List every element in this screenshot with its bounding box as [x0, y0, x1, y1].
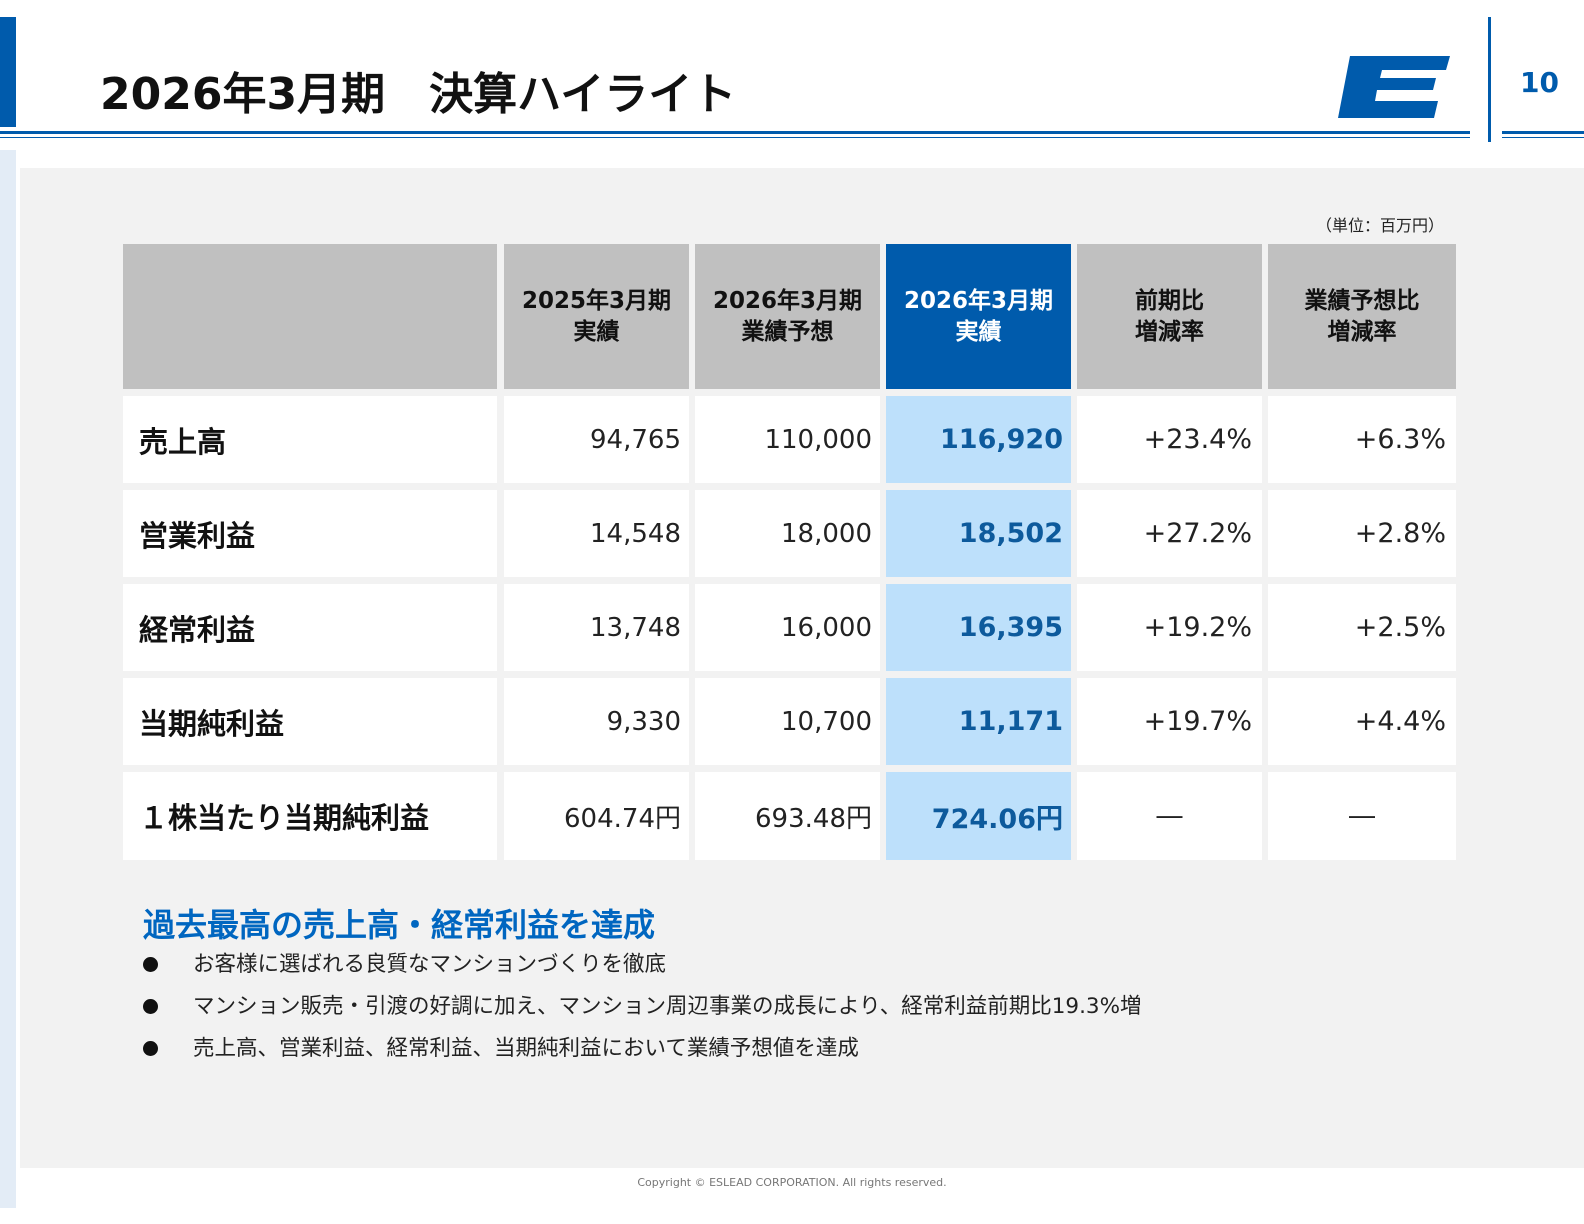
cell-prev: 604.74円: [504, 772, 689, 860]
table-header-vs-forecast: 業績予想比 増減率: [1268, 244, 1456, 389]
cell-yoy: ―: [1077, 772, 1262, 860]
header-rule-thick: [0, 131, 1470, 134]
header-line1: 2026年3月期: [903, 287, 1054, 314]
bullet-dot-icon: [143, 999, 158, 1014]
cell-vs-forecast: +6.3%: [1268, 396, 1456, 483]
row-label: 営業利益: [123, 490, 497, 577]
header-line2: 業績予想: [741, 318, 834, 345]
page-title: 2026年3月期 決算ハイライト: [100, 69, 737, 120]
cell-forecast: 10,700: [695, 678, 880, 765]
cell-yoy: +27.2%: [1077, 490, 1262, 577]
header-rule-thin-right: [1502, 137, 1584, 138]
header-accent-bar: [0, 17, 16, 127]
cell-yoy: +19.2%: [1077, 584, 1262, 671]
row-label: 経常利益: [123, 584, 497, 671]
cell-forecast: 693.48円: [695, 772, 880, 860]
unit-note: （単位：百万円）: [1316, 216, 1445, 235]
cell-actual: 11,171: [886, 678, 1071, 765]
row-label: 売上高: [123, 396, 497, 483]
table-header-blank: [123, 244, 497, 389]
bullet-text: マンション販売・引渡の好調に加え、マンション周辺事業の成長により、経常利益前期比…: [193, 994, 1142, 1019]
header-line1: 2025年3月期: [521, 287, 672, 314]
bullet-text: お客様に選ばれる良質なマンションづくりを徹底: [193, 952, 667, 977]
cell-actual: 16,395: [886, 584, 1071, 671]
cell-vs-forecast: ―: [1268, 772, 1456, 860]
header-line2: 実績: [955, 318, 1002, 345]
header-line1: 業績予想比: [1304, 287, 1420, 314]
summary-headline: 過去最高の売上高・経常利益を達成: [143, 906, 656, 944]
table-header-actual: 2026年3月期 実績: [886, 244, 1071, 389]
header-line2: 実績: [573, 318, 620, 345]
cell-actual: 724.06円: [886, 772, 1071, 860]
copyright-notice: Copyright © ESLEAD CORPORATION. All righ…: [637, 1176, 947, 1189]
table-header-yoy: 前期比 増減率: [1077, 244, 1262, 389]
header-rule-thick-right: [1502, 131, 1584, 134]
cell-prev: 13,748: [504, 584, 689, 671]
cell-actual: 116,920: [886, 396, 1071, 483]
table-header-forecast: 2026年3月期 業績予想: [695, 244, 880, 389]
cell-prev: 9,330: [504, 678, 689, 765]
eslead-e-logo-icon: [1338, 56, 1450, 118]
cell-vs-forecast: +4.4%: [1268, 678, 1456, 765]
cell-actual: 18,502: [886, 490, 1071, 577]
cell-prev: 94,765: [504, 396, 689, 483]
row-label: １株当たり当期純利益: [123, 772, 497, 860]
cell-vs-forecast: +2.5%: [1268, 584, 1456, 671]
bullet-dot-icon: [143, 957, 158, 972]
header-line1: 2026年3月期: [712, 287, 863, 314]
header-divider: [1488, 17, 1491, 142]
cell-yoy: +23.4%: [1077, 396, 1262, 483]
table-header-prev-actual: 2025年3月期 実績: [504, 244, 689, 389]
cell-prev: 14,548: [504, 490, 689, 577]
header-line1: 前期比: [1135, 287, 1204, 314]
cell-forecast: 18,000: [695, 490, 880, 577]
cell-forecast: 16,000: [695, 584, 880, 671]
page-number: 10: [1520, 66, 1559, 99]
cell-yoy: +19.7%: [1077, 678, 1262, 765]
header-line2: 増減率: [1135, 318, 1204, 345]
header-rule-thin: [0, 137, 1470, 138]
cell-vs-forecast: +2.8%: [1268, 490, 1456, 577]
cell-forecast: 110,000: [695, 396, 880, 483]
bullet-text: 売上高、営業利益、経常利益、当期純利益において業績予想値を達成: [193, 1036, 859, 1061]
header-line2: 増減率: [1327, 318, 1397, 345]
row-label: 当期純利益: [123, 678, 497, 765]
bullet-dot-icon: [143, 1041, 158, 1056]
left-side-strip: [0, 150, 16, 1208]
